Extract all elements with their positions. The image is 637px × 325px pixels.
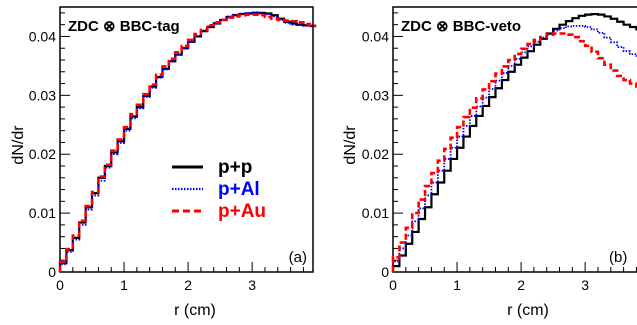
series-p-au-histogram [391,32,637,272]
panel-a: 0 1 2 300.010.020.030.04 ZDC ⊗ BBC-tag (a) … [10,6,317,319]
panel-b: 0 1 2 3 0 0.01 0.02 0.03 0.04 ZDC ⊗ BBC-veto (b)… [342,6,637,319]
x-tick-label: 1 [453,277,461,293]
y-axis-label-a: dN/dr [10,125,27,165]
series-p-au-histogram [58,13,317,272]
ticks-b: 0 1 2 3 0 0.01 0.02 0.03 0.04 [362,12,637,293]
y-tick-label: 0.01 [362,205,389,221]
legend: p+p p+Al p+Au [172,157,266,222]
legend-label-pp: p+p [218,157,252,178]
x-axis-label-a: r (cm) [174,302,216,319]
x-tick-label: 0 [389,277,397,293]
y-axis-label-b: dN/dr [342,125,359,165]
x-tick-label: 3 [248,277,256,293]
plot-frame-b [392,6,637,273]
y-tick-label: 0 [381,264,389,280]
panel-title-b: ZDC ⊗ BBC-veto [401,18,521,35]
ticks-a: 0 1 2 3 0 0.01 0.02 0.03 0.04 [29,12,304,293]
panel-title-a: ZDC ⊗ BBC-tag [68,18,180,35]
series-p-al-histogram [59,11,317,272]
series-p-p-histogram [391,12,637,272]
x-tick-label: 2 [184,277,192,293]
y-tick-label: 0.02 [29,146,56,162]
y-tick-label: 0.04 [29,28,56,44]
y-tick-label: 0.04 [362,28,389,44]
x-tick-label: 1 [120,277,128,293]
x-tick-label: 3 [581,277,589,293]
panel-label-a: (a) [289,249,307,266]
legend-label-pal: p+Al [218,179,260,200]
y-tick-label: 0.03 [29,87,56,103]
x-tick-label: 0 [56,277,64,293]
y-tick-label: 0.03 [362,87,389,103]
y-tick-label: 0 [48,264,56,280]
panel-label-b: (b) [609,249,627,266]
x-axis-label-b: r (cm) [507,302,549,319]
y-tick-label: 0.01 [29,205,56,221]
curves-b [391,12,637,272]
legend-label-pau: p+Au [218,201,266,222]
x-tick-label: 2 [517,277,525,293]
curves-a [58,11,317,272]
y-tick-label: 0.02 [362,146,389,162]
plot-frame-a [59,6,314,273]
